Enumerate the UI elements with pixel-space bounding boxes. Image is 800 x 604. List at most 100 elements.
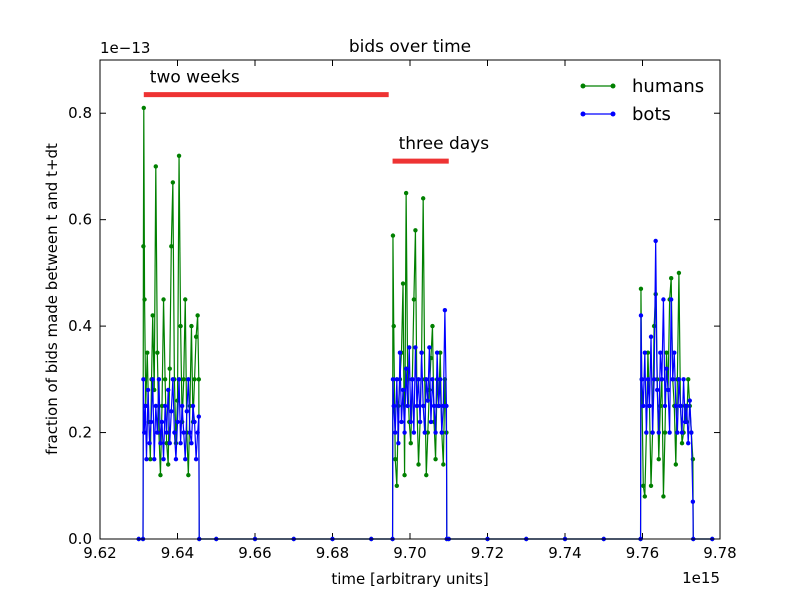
data-point-bots: [179, 403, 185, 409]
data-point-bots: [664, 366, 669, 371]
data-point-humans: [193, 334, 199, 339]
data-point-bots: [175, 419, 180, 425]
data-point-humans: [161, 297, 166, 302]
data-point-bots: [655, 387, 660, 393]
axis-ticks: 9.62 9.64 9.66 9.68 9.70 9.72 9.74 9.76 9.78 0.0 0…: [68, 60, 737, 562]
data-point-bots: [172, 430, 177, 435]
data-point-humans: [148, 456, 153, 462]
data-point-humans: [648, 483, 654, 488]
data-point-humans: [645, 350, 651, 355]
data-point-bots: [173, 456, 179, 462]
data-point-humans: [195, 313, 200, 318]
data-point-humans: [186, 472, 191, 478]
data-point-bots: [141, 430, 147, 435]
data-point-humans: [430, 323, 435, 329]
x-tick-label: 9.62: [83, 544, 116, 562]
data-point-bots: [661, 297, 666, 302]
data-point-bots: [414, 403, 420, 409]
x-offset-label: 1e15: [682, 569, 720, 587]
data-point-humans: [402, 472, 407, 478]
data-point-humans: [162, 377, 168, 382]
data-point-bots: [416, 377, 421, 382]
data-point-bots: [682, 419, 688, 425]
data-point-bots: [424, 377, 429, 382]
y-tick-label: 0.0: [68, 530, 92, 548]
data-point-bots: [678, 403, 683, 409]
data-point-humans: [164, 441, 169, 446]
data-point-humans: [638, 286, 644, 292]
legend-label-humans: humans: [632, 76, 704, 97]
y-tick-label: 0.8: [68, 104, 92, 122]
data-point-bots: [676, 377, 682, 382]
data-point-bots: [402, 430, 407, 435]
data-point-bots: [391, 403, 396, 409]
data-point-humans: [150, 313, 155, 318]
data-point-bots: [397, 350, 403, 355]
data-point-bots: [662, 403, 668, 409]
data-point-bots: [433, 430, 438, 435]
data-point-bots: [147, 441, 152, 446]
data-point-humans: [413, 228, 418, 233]
data-point-bots: [439, 430, 444, 435]
legend-marker-humans: [580, 83, 586, 89]
data-point-bots: [190, 403, 196, 409]
data-point-humans: [673, 462, 679, 467]
series-bots: [136, 238, 715, 542]
data-point-bots: [176, 377, 182, 382]
data-point-bots: [650, 430, 655, 435]
data-point-bots: [399, 419, 404, 425]
legend-label-bots: bots: [632, 104, 671, 125]
data-point-humans: [192, 377, 197, 382]
data-point-humans: [686, 377, 691, 382]
data-point-bots: [442, 307, 448, 313]
x-tick-label: 9.66: [238, 544, 271, 562]
data-point-humans: [167, 366, 172, 371]
data-point-bots: [684, 403, 689, 409]
y-axis-label: fraction of bids made between t and t+dt: [43, 143, 61, 455]
data-point-bots: [641, 403, 646, 409]
data-point-bots: [196, 414, 202, 419]
data-point-bots: [162, 403, 168, 409]
data-point-bots: [645, 377, 651, 382]
data-point-bots: [687, 398, 692, 403]
data-point-bots: [396, 441, 401, 446]
data-point-bots: [672, 350, 677, 355]
data-point-bots: [427, 345, 432, 350]
plot-area: [136, 105, 715, 542]
data-point-bots: [181, 430, 186, 435]
y-tick-label: 0.2: [68, 424, 92, 442]
data-point-bots: [150, 377, 155, 382]
y-tick-label: 0.4: [68, 317, 92, 335]
annotation-label: three days: [399, 134, 490, 154]
data-point-humans: [403, 190, 409, 196]
axes-frame: [99, 59, 721, 540]
data-point-bots: [393, 430, 398, 435]
data-point-humans: [183, 297, 188, 302]
data-point-bots: [164, 430, 169, 435]
data-point-bots: [189, 441, 194, 446]
data-point-humans: [394, 483, 400, 488]
legend-marker-humans: [610, 83, 616, 89]
data-point-humans: [390, 233, 396, 238]
data-point-humans: [391, 323, 396, 329]
data-point-bots: [686, 441, 691, 446]
data-point-bots: [665, 387, 671, 393]
data-point-bots: [642, 350, 648, 355]
data-point-bots: [403, 366, 409, 371]
data-point-bots: [420, 403, 426, 409]
data-point-humans: [196, 377, 202, 382]
data-point-humans: [664, 350, 669, 355]
data-point-humans: [433, 456, 438, 462]
data-point-humans: [642, 494, 648, 499]
data-point-humans: [411, 297, 417, 302]
data-point-bots: [667, 430, 672, 435]
data-point-bots: [681, 377, 686, 382]
y-offset-label: 1e−13: [100, 39, 150, 57]
data-point-humans: [145, 350, 150, 355]
data-point-bots: [444, 403, 449, 409]
data-point-humans: [668, 276, 674, 281]
data-point-bots: [143, 403, 148, 409]
data-point-humans: [176, 153, 182, 158]
data-point-humans: [393, 456, 398, 462]
